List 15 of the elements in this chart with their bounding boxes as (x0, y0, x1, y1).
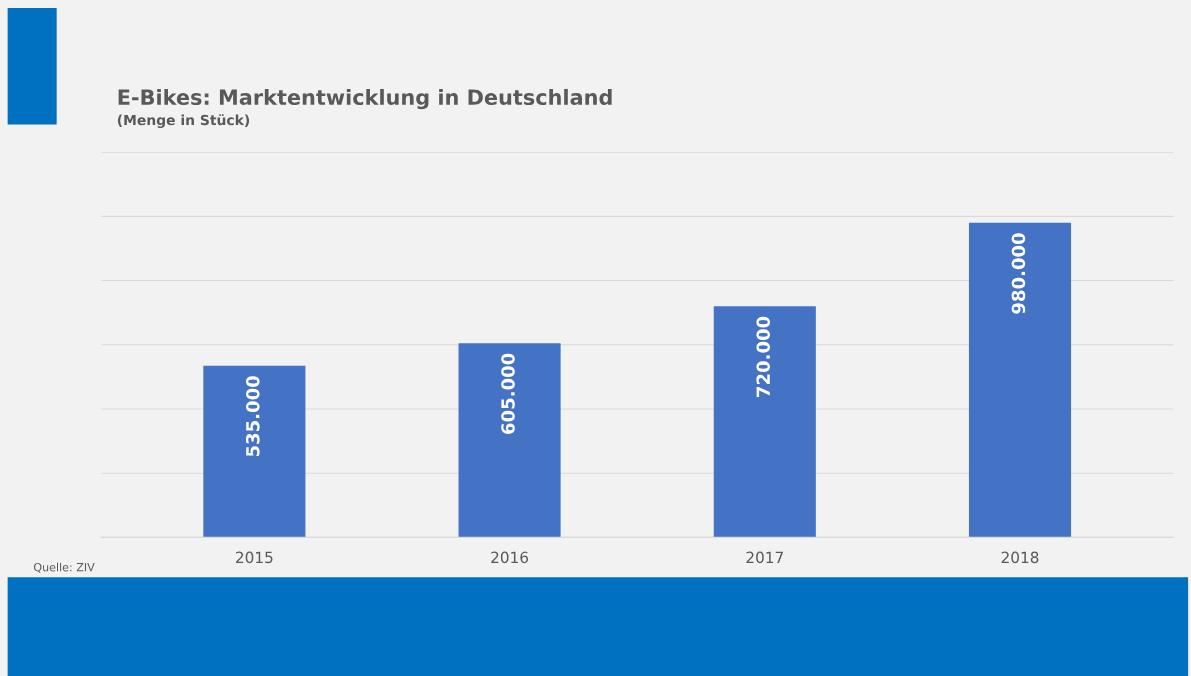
source-note: Quelle: ZIV (33, 562, 95, 573)
bar (968, 222, 1072, 538)
data-label: 605.000 (501, 353, 515, 434)
data-label: 535.000 (245, 376, 260, 457)
chart-title: E-Bikes: Marktentwicklung in Deutschland (118, 88, 612, 110)
bar (458, 343, 561, 538)
x-tick-label: 2016 (491, 551, 529, 564)
bar (713, 306, 816, 538)
chart-subtitle: (Menge in Stück) (117, 114, 250, 129)
data-label: 720.000 (756, 316, 771, 397)
bar (203, 365, 306, 538)
data-label: 980.000 (1011, 233, 1026, 314)
x-tick-label: 2018 (1001, 551, 1039, 564)
x-tick-label: 2017 (746, 551, 783, 564)
x-tick-label: 2015 (236, 551, 273, 564)
